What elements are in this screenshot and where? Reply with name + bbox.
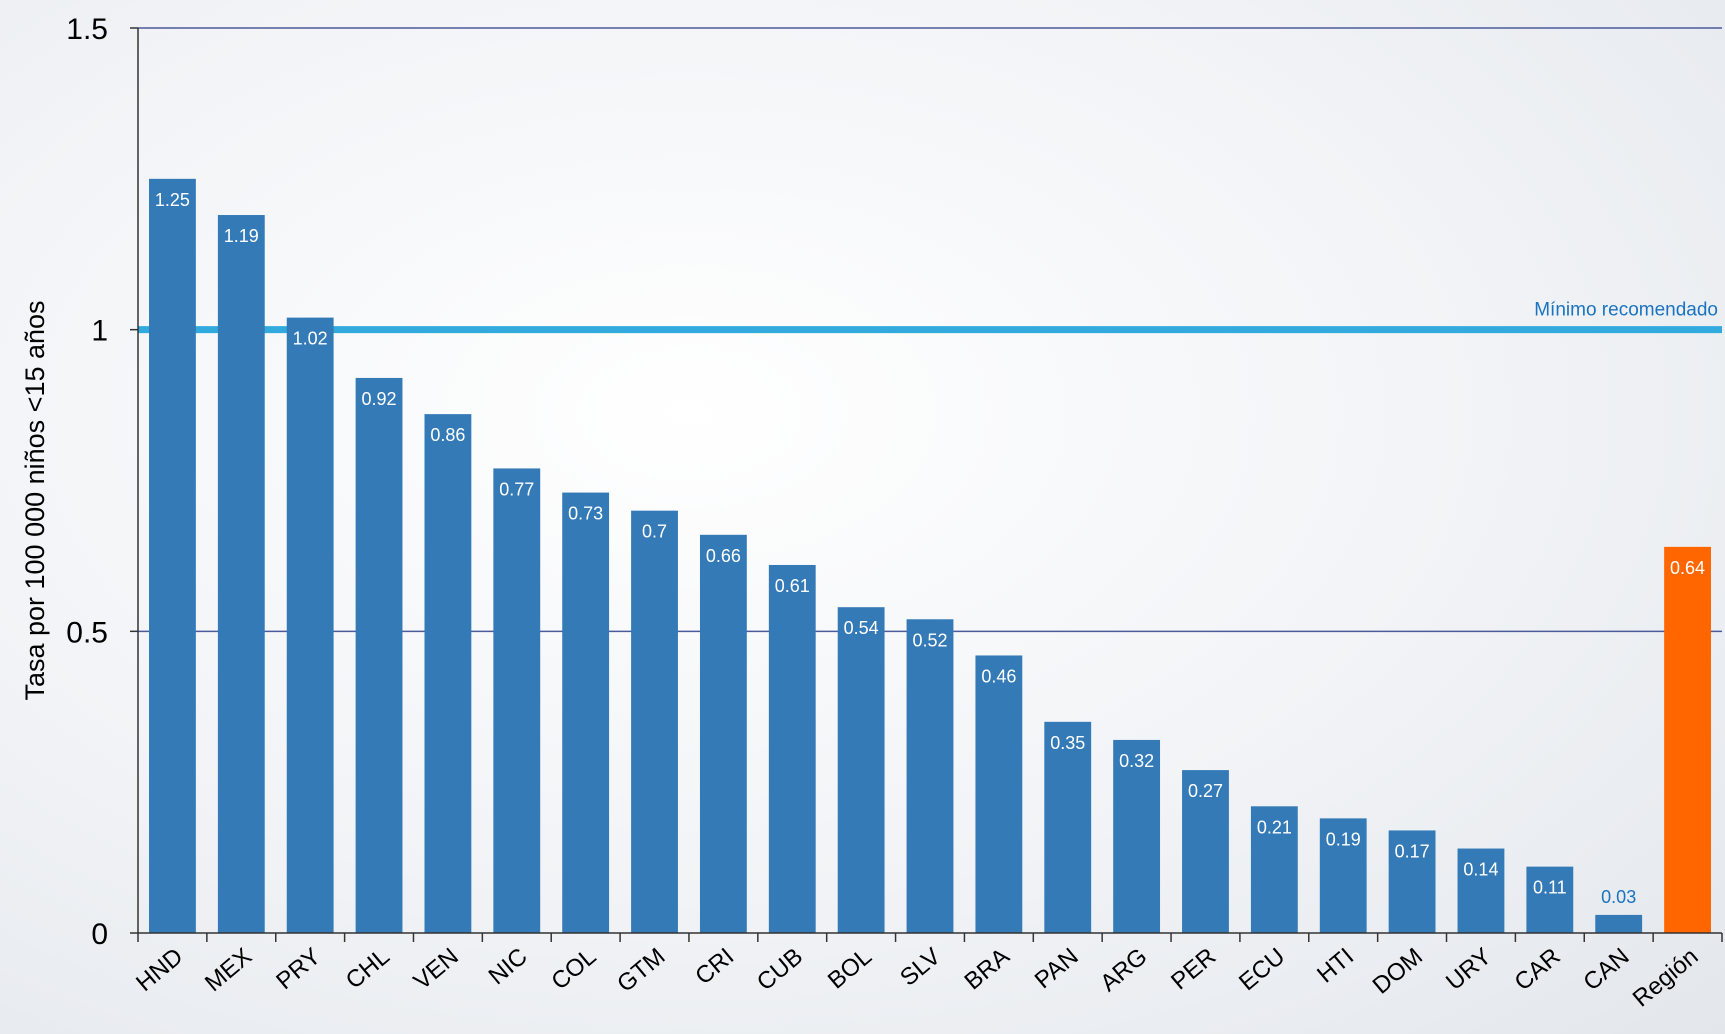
x-tick-label: PAN xyxy=(1030,943,1084,994)
bar-mex xyxy=(217,215,265,934)
x-tick-label: MEX xyxy=(200,943,257,997)
bar-dom xyxy=(1388,830,1436,933)
x-tick-label: BOL xyxy=(823,943,877,995)
bar-ecu xyxy=(1250,806,1298,933)
bar-per xyxy=(1182,770,1229,933)
bar-hti xyxy=(1319,818,1367,933)
x-tick-label: CAN xyxy=(1578,943,1634,996)
bar-ven xyxy=(424,414,472,934)
bar-bra xyxy=(975,655,1023,933)
reference-line-group: Mínimo recomendado xyxy=(138,300,1722,334)
x-tick-label: Región xyxy=(1628,943,1704,1013)
x-tick-label: URY xyxy=(1441,943,1497,996)
y-tick-label: 0.5 xyxy=(66,616,108,649)
bar-value-label: 0.17 xyxy=(1395,841,1430,861)
bar-value-label: 0.52 xyxy=(912,630,947,650)
x-tick-label: CRI xyxy=(690,943,739,990)
x-tick-label: CUB xyxy=(752,943,808,996)
bar-value-label: 0.73 xyxy=(568,504,603,524)
bar-value-label: 0.21 xyxy=(1257,817,1292,837)
bar-región xyxy=(1664,546,1711,933)
bar-pry xyxy=(286,317,334,934)
x-tick-label: COL xyxy=(546,943,601,995)
x-tick-label: DOM xyxy=(1368,943,1428,1000)
y-axis-title: Tasa por 100 000 niños <15 años xyxy=(20,300,50,700)
bar-cub xyxy=(768,564,816,933)
bar-value-label: 1.19 xyxy=(224,226,259,246)
bar-value-label: 0.92 xyxy=(362,389,397,409)
bar-value-label: 0.27 xyxy=(1188,781,1223,801)
bar-gtm xyxy=(631,510,678,933)
bar-value-label: 0.61 xyxy=(775,576,810,596)
x-tick-label: ECU xyxy=(1234,943,1290,996)
bar-value-label: 0.19 xyxy=(1326,829,1361,849)
x-tick-label: VEN xyxy=(409,943,464,995)
x-tick-label: HND xyxy=(131,943,188,997)
x-tick-label: CAR xyxy=(1510,943,1566,996)
bar-value-label: 0.32 xyxy=(1119,751,1154,771)
bar-value-label: 0.46 xyxy=(981,666,1016,686)
bar-nic xyxy=(493,468,541,933)
bar-can xyxy=(1595,914,1643,933)
bar-value-label: 0.7 xyxy=(642,522,667,542)
y-tick-label: 1.5 xyxy=(66,13,108,46)
x-tick-label: PRY xyxy=(271,943,326,995)
x-tick-label: SLV xyxy=(895,943,946,992)
bar-value-label: 0.03 xyxy=(1601,887,1636,907)
bar-slv xyxy=(906,619,954,933)
bar-value-label: 0.11 xyxy=(1533,878,1567,898)
bar-col xyxy=(562,492,610,933)
bar-hnd xyxy=(149,178,196,934)
bar-chl xyxy=(355,377,403,933)
bar-value-label: 0.35 xyxy=(1050,733,1085,753)
bar-bol xyxy=(837,607,885,933)
bar-value-label: 1.02 xyxy=(293,329,328,349)
bar-value-label: 0.64 xyxy=(1670,558,1705,578)
reference-line-label: Mínimo recomendado xyxy=(1534,300,1718,321)
bar-pan xyxy=(1044,721,1092,933)
x-tick-label: CHL xyxy=(341,943,395,995)
x-tick-label: HTI xyxy=(1312,943,1359,989)
bar-ury xyxy=(1457,848,1505,933)
bar-cri xyxy=(699,534,747,933)
x-tick-label: PER xyxy=(1166,943,1221,995)
x-tick-label: BRA xyxy=(960,943,1015,995)
bars: 1.25 1.19 1.02 0.92 0.86 0.77 0.73 0.7 0.66 0.61 0… xyxy=(149,178,1711,934)
y-tick-label: 1 xyxy=(91,315,108,348)
y-tick-label: 0 xyxy=(91,918,108,951)
bar-value-label: 0.54 xyxy=(844,618,879,638)
bar-value-label: 1.25 xyxy=(155,190,190,210)
bar-car xyxy=(1526,866,1574,933)
bar-value-label: 0.66 xyxy=(706,546,741,566)
bar-value-label: 0.77 xyxy=(499,479,534,499)
x-tick-label: NIC xyxy=(484,943,533,990)
bar-arg xyxy=(1113,739,1161,933)
bar-value-label: 0.14 xyxy=(1463,860,1498,880)
bar-value-label: 0.86 xyxy=(430,425,465,445)
x-tick-label: ARG xyxy=(1095,943,1152,997)
x-tick-label: GTM xyxy=(612,943,670,998)
